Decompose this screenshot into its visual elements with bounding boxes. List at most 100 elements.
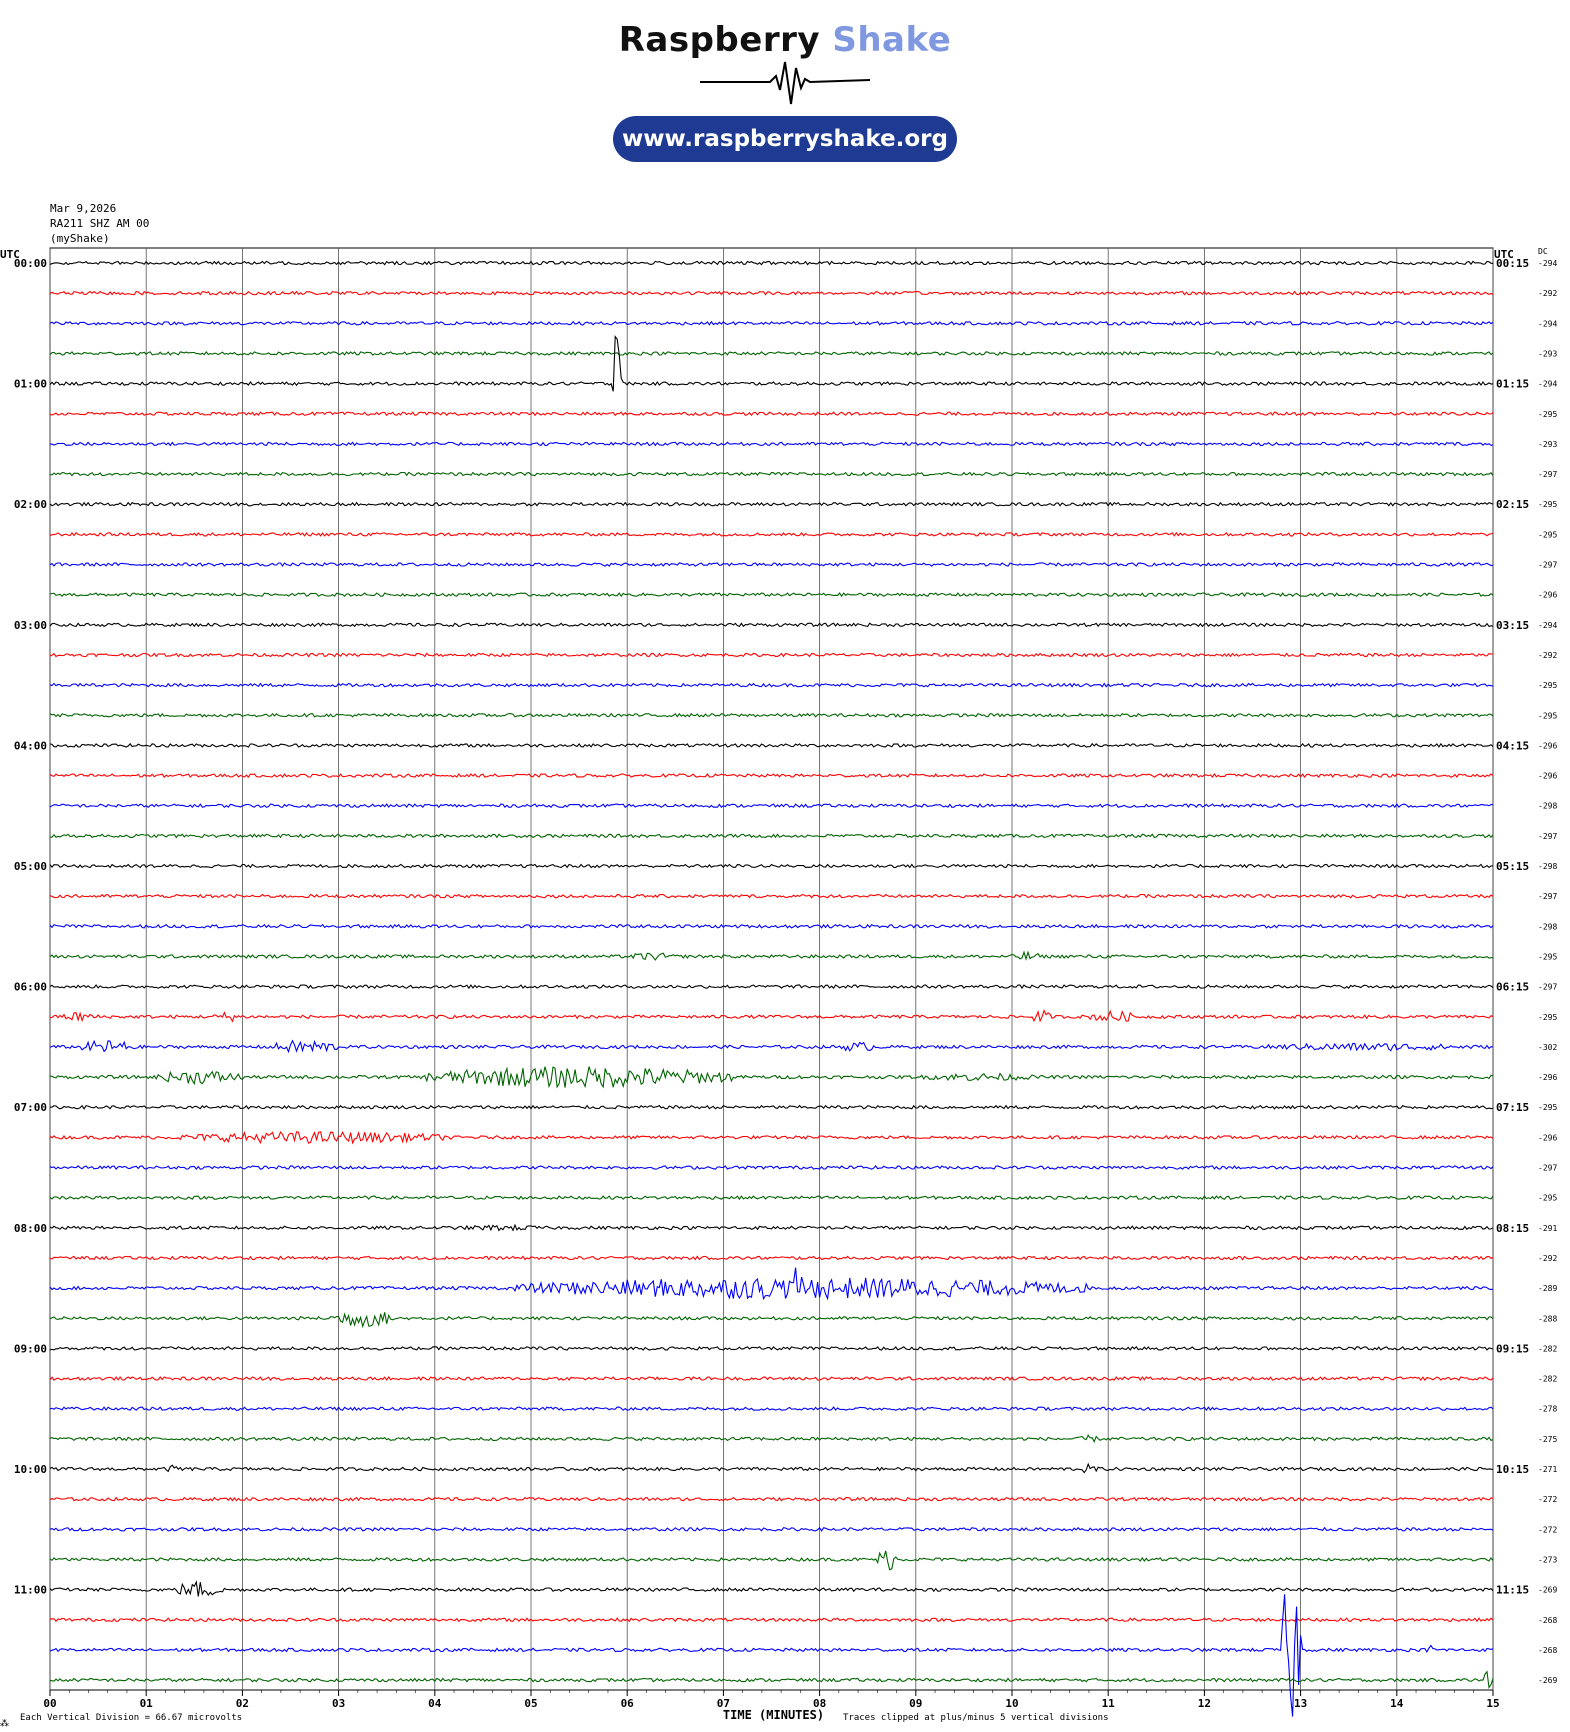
seismic-trace	[49, 984, 1494, 990]
seismic-trace	[49, 863, 1493, 869]
x-tick-label: 11	[1102, 1697, 1116, 1710]
dc-offset-label: -295	[1538, 500, 1557, 509]
dc-offset-label: -298	[1538, 922, 1557, 931]
row-time-label-right: 03:15	[1496, 619, 1529, 632]
dc-offset-label: -291	[1538, 1224, 1557, 1233]
seismic-trace	[49, 1130, 1494, 1145]
x-tick-label: 08	[813, 1697, 826, 1710]
dc-offset-label: -297	[1538, 561, 1557, 570]
dc-offset-label: -297	[1538, 832, 1557, 841]
dc-offset-label: -278	[1538, 1405, 1557, 1414]
dc-offset-label: -289	[1538, 1284, 1557, 1293]
x-tick-label: 13	[1294, 1697, 1307, 1710]
x-tick-label: 14	[1390, 1697, 1404, 1710]
seismic-trace	[49, 622, 1494, 628]
dc-offset-label: -296	[1538, 591, 1557, 600]
seismic-trace	[49, 1670, 1494, 1690]
dc-offset-label: -298	[1538, 802, 1557, 811]
station-code: RA211 SHZ AM 00	[50, 217, 150, 230]
seismic-trace	[49, 742, 1494, 748]
seismic-trace	[49, 833, 1494, 839]
x-tick-label: 04	[428, 1697, 442, 1710]
seismic-trace	[49, 682, 1494, 688]
dc-offset-label: -272	[1538, 1495, 1557, 1504]
seismic-trace	[49, 1496, 1494, 1502]
row-time-label-left: 06:00	[14, 981, 47, 994]
row-time-label-right: 09:15	[1496, 1342, 1529, 1355]
row-time-label-right: 02:15	[1496, 498, 1529, 511]
seismic-trace	[49, 1617, 1494, 1623]
seismic-logo-icon	[700, 61, 870, 105]
seismic-trace	[49, 652, 1494, 658]
seismic-trace	[49, 1255, 1494, 1261]
seismic-trace	[49, 1345, 1494, 1351]
row-time-label-left: 02:00	[14, 498, 47, 511]
dc-offset-label: -294	[1538, 380, 1557, 389]
seismic-trace	[49, 1406, 1494, 1412]
x-tick-label: 09	[909, 1697, 922, 1710]
seismic-trace	[49, 1104, 1494, 1110]
corner-mark: ⁂	[0, 1718, 9, 1729]
brand-name-part2: Shake	[832, 20, 952, 60]
row-time-label-left: 04:00	[14, 739, 47, 752]
x-tick-label: 01	[140, 1697, 154, 1710]
dc-offset-label: -288	[1538, 1314, 1557, 1323]
seismic-trace	[49, 1462, 1494, 1474]
network-name: (myShake)	[50, 232, 110, 245]
dc-offset-label: -282	[1538, 1375, 1557, 1384]
row-time-label-right: 10:15	[1496, 1463, 1529, 1476]
row-time-label-left: 09:00	[14, 1342, 47, 1355]
dc-offset-label: -293	[1538, 349, 1557, 358]
seismic-trace	[49, 592, 1494, 598]
seismic-trace	[49, 1066, 1494, 1089]
seismic-trace	[49, 531, 1494, 537]
row-time-label-right: 11:15	[1496, 1584, 1529, 1597]
seismic-trace	[49, 950, 1494, 961]
x-tick-label: 02	[236, 1697, 249, 1710]
row-time-label-right: 07:15	[1496, 1101, 1529, 1114]
row-time-label-left: 08:00	[14, 1222, 47, 1235]
row-time-label-left: 05:00	[14, 860, 47, 873]
seismic-trace	[49, 1434, 1494, 1444]
x-tick-label: 00	[43, 1697, 56, 1710]
dc-offset-label: -295	[1538, 410, 1557, 419]
seismic-trace	[50, 1009, 1494, 1023]
dc-offset-label: -269	[1538, 1676, 1557, 1685]
seismic-trace	[49, 350, 1494, 356]
x-tick-label: 06	[621, 1697, 635, 1710]
seismic-trace	[49, 1376, 1494, 1382]
division-note: Each Vertical Division = 66.67 microvolt…	[20, 1713, 242, 1723]
x-tick-label: 05	[524, 1697, 537, 1710]
x-axis-title: TIME (MINUTES)	[723, 1708, 824, 1722]
seismic-trace	[49, 803, 1494, 809]
dc-offset-label: -271	[1538, 1465, 1557, 1474]
seismic-trace	[49, 1580, 1494, 1597]
dc-offset-label: -295	[1538, 1103, 1557, 1112]
seismic-trace	[49, 773, 1494, 779]
seismic-trace	[49, 471, 1494, 477]
seismic-trace	[49, 1312, 1494, 1329]
brand-name-part1: Raspberry	[618, 20, 821, 60]
record-date: Mar 9,2026	[50, 202, 117, 215]
row-time-label-right: 01:15	[1496, 378, 1529, 391]
row-time-label-left: 01:00	[14, 378, 47, 391]
dc-offset-label: -269	[1538, 1586, 1557, 1595]
row-time-label-left: 10:00	[14, 1463, 47, 1476]
seismic-trace	[49, 1267, 1494, 1301]
row-time-label-right: 04:15	[1496, 739, 1529, 752]
seismic-trace	[49, 1039, 1494, 1054]
seismic-trace	[49, 1594, 1494, 1717]
x-tick-label: 03	[332, 1697, 345, 1710]
row-time-label-left: 00:00	[14, 257, 47, 270]
website-link[interactable]: www.raspberryshake.org	[613, 116, 957, 162]
dc-offset-label: -292	[1538, 651, 1557, 660]
seismic-trace	[49, 290, 1494, 296]
seismic-trace	[49, 335, 1494, 392]
seismic-trace	[49, 712, 1494, 718]
row-time-label-left: 11:00	[14, 1584, 47, 1597]
dc-offset-label: -295	[1538, 530, 1557, 539]
dc-offset-label: -282	[1538, 1344, 1557, 1353]
row-time-label-left: 03:00	[14, 619, 47, 632]
dc-offset-label: -296	[1538, 772, 1557, 781]
x-tick-label: 07	[717, 1697, 730, 1710]
